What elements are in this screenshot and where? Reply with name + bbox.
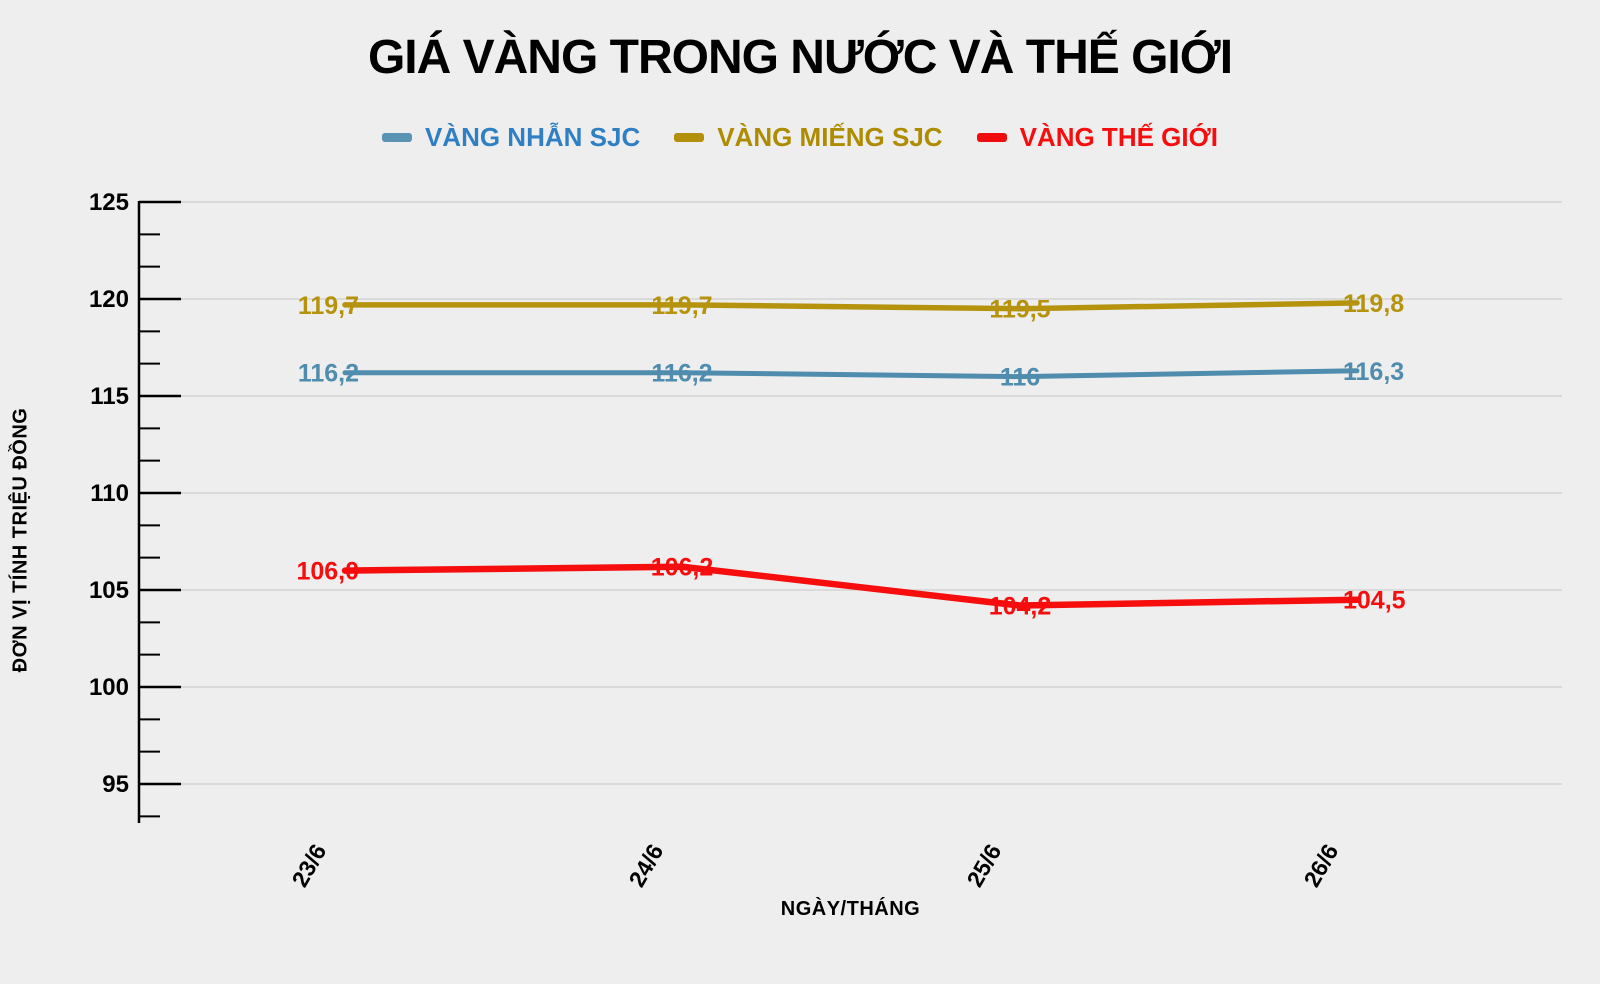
x-tick-label: 24/6 [623, 840, 668, 892]
y-tick-label: 115 [90, 383, 129, 410]
y-tick-label: 100 [89, 674, 129, 701]
x-tick-label: 23/6 [286, 840, 331, 892]
legend: VÀNG NHẪN SJC VÀNG MIẾNG SJC VÀNG THẾ GI… [0, 122, 1600, 153]
series-line-vàng-miếng-sjc [342, 300, 1360, 312]
data-label: 116 [1000, 364, 1040, 392]
data-label: 106,0 [296, 558, 359, 586]
data-label: 116,2 [651, 360, 712, 388]
line-swatch-icon [674, 133, 705, 142]
data-label: 116,2 [298, 360, 359, 388]
x-tick-label: 25/6 [961, 840, 1006, 892]
x-tick-label: 26/6 [1298, 840, 1343, 892]
series-line-vàng-thế-giới [341, 563, 1361, 609]
legend-label: VÀNG NHẪN SJC [424, 122, 641, 152]
y-tick-label: 120 [89, 286, 129, 313]
series-line-vàng-nhẫn-sjc [342, 368, 1360, 380]
y-tick-label: 110 [90, 480, 129, 507]
data-label: 106,2 [651, 554, 714, 582]
y-tick-label: 95 [102, 771, 129, 798]
legend-item-vang-mieng-sjc: VÀNG MIẾNG SJC [674, 122, 943, 153]
legend-label: VÀNG THẾ GIỚI [1019, 122, 1219, 152]
data-label: 116,3 [1343, 358, 1404, 386]
data-label: 119,7 [651, 292, 712, 320]
legend-item-vang-nhan-sjc: VÀNG NHẪN SJC [381, 122, 641, 153]
line-swatch-icon [381, 133, 412, 142]
data-label: 104,5 [1343, 587, 1406, 615]
data-label: 119,8 [1343, 290, 1404, 318]
data-label: 119,7 [298, 292, 359, 320]
data-label: 104,2 [989, 593, 1052, 621]
x-axis-title: NGÀY/THÁNG [780, 898, 921, 920]
chart-title: GIÁ VÀNG TRONG NƯỚC VÀ THẾ GIỚI [367, 31, 1233, 84]
legend-label: VÀNG MIẾNG SJC [717, 122, 943, 152]
line-swatch-icon [976, 133, 1007, 142]
y-tick-label: 125 [89, 189, 129, 216]
legend-item-vang-the-gioi: VÀNG THẾ GIỚI [976, 122, 1219, 153]
y-tick-label: 105 [89, 577, 129, 604]
data-label: 119,5 [989, 296, 1050, 324]
